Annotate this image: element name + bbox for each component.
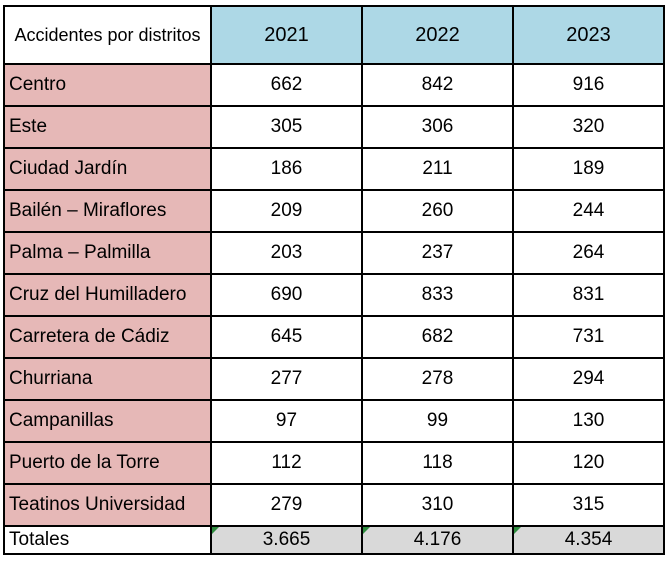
value-cell: 130 bbox=[512, 399, 665, 443]
district-cell: Bailén – Miraflores bbox=[3, 189, 212, 233]
district-cell: Campanillas bbox=[3, 399, 212, 443]
value-cell: 294 bbox=[512, 357, 665, 401]
district-cell: Churriana bbox=[3, 357, 212, 401]
value-cell: 120 bbox=[512, 441, 665, 485]
header-row: Accidentes por distritos 2021 2022 2023 bbox=[3, 5, 665, 65]
value-cell: 99 bbox=[361, 399, 514, 443]
value-cell: 645 bbox=[210, 315, 363, 359]
table-row: Campanillas 97 99 130 bbox=[3, 399, 665, 443]
total-value: 3.665 bbox=[262, 529, 311, 550]
value-cell: 260 bbox=[361, 189, 514, 233]
value-cell: 315 bbox=[512, 483, 665, 527]
table-row: Centro 662 842 916 bbox=[3, 63, 665, 107]
total-cell-2021: 3.665 bbox=[210, 525, 363, 555]
value-cell: 306 bbox=[361, 105, 514, 149]
value-cell: 279 bbox=[210, 483, 363, 527]
value-cell: 237 bbox=[361, 231, 514, 275]
value-cell: 310 bbox=[361, 483, 514, 527]
corner-header: Accidentes por distritos bbox=[3, 5, 212, 65]
table-row: Palma – Palmilla 203 237 264 bbox=[3, 231, 665, 275]
table-row: Churriana 277 278 294 bbox=[3, 357, 665, 401]
total-value: 4.176 bbox=[413, 529, 462, 550]
value-cell: 682 bbox=[361, 315, 514, 359]
value-cell: 690 bbox=[210, 273, 363, 317]
district-cell: Puerto de la Torre bbox=[3, 441, 212, 485]
error-indicator-icon bbox=[363, 527, 370, 534]
value-cell: 662 bbox=[210, 63, 363, 107]
district-cell: Teatinos Universidad bbox=[3, 483, 212, 527]
value-cell: 203 bbox=[210, 231, 363, 275]
total-value: 4.354 bbox=[564, 529, 613, 550]
district-cell: Ciudad Jardín bbox=[3, 147, 212, 191]
value-cell: 731 bbox=[512, 315, 665, 359]
value-cell: 277 bbox=[210, 357, 363, 401]
error-indicator-icon bbox=[514, 527, 521, 534]
total-cell-2023: 4.354 bbox=[512, 525, 665, 555]
total-cell-2022: 4.176 bbox=[361, 525, 514, 555]
district-cell: Este bbox=[3, 105, 212, 149]
value-cell: 831 bbox=[512, 273, 665, 317]
value-cell: 186 bbox=[210, 147, 363, 191]
year-header-2022: 2022 bbox=[361, 5, 514, 65]
totals-row: Totales 3.665 4.176 4.354 bbox=[3, 525, 665, 555]
table-row: Teatinos Universidad 279 310 315 bbox=[3, 483, 665, 527]
value-cell: 118 bbox=[361, 441, 514, 485]
table-row: Este 305 306 320 bbox=[3, 105, 665, 149]
year-header-2021: 2021 bbox=[210, 5, 363, 65]
value-cell: 209 bbox=[210, 189, 363, 233]
value-cell: 112 bbox=[210, 441, 363, 485]
value-cell: 264 bbox=[512, 231, 665, 275]
value-cell: 278 bbox=[361, 357, 514, 401]
district-cell: Centro bbox=[3, 63, 212, 107]
value-cell: 320 bbox=[512, 105, 665, 149]
table-row: Cruz del Humilladero 690 833 831 bbox=[3, 273, 665, 317]
accidents-table: Accidentes por distritos 2021 2022 2023 … bbox=[3, 5, 665, 555]
value-cell: 833 bbox=[361, 273, 514, 317]
year-header-2023: 2023 bbox=[512, 5, 665, 65]
value-cell: 211 bbox=[361, 147, 514, 191]
value-cell: 97 bbox=[210, 399, 363, 443]
district-cell: Palma – Palmilla bbox=[3, 231, 212, 275]
value-cell: 842 bbox=[361, 63, 514, 107]
value-cell: 916 bbox=[512, 63, 665, 107]
district-cell: Cruz del Humilladero bbox=[3, 273, 212, 317]
district-cell: Carretera de Cádiz bbox=[3, 315, 212, 359]
totals-label: Totales bbox=[3, 525, 212, 555]
table-row: Ciudad Jardín 186 211 189 bbox=[3, 147, 665, 191]
table-row: Bailén – Miraflores 209 260 244 bbox=[3, 189, 665, 233]
error-indicator-icon bbox=[212, 527, 219, 534]
table-row: Puerto de la Torre 112 118 120 bbox=[3, 441, 665, 485]
value-cell: 305 bbox=[210, 105, 363, 149]
table-row: Carretera de Cádiz 645 682 731 bbox=[3, 315, 665, 359]
value-cell: 244 bbox=[512, 189, 665, 233]
value-cell: 189 bbox=[512, 147, 665, 191]
